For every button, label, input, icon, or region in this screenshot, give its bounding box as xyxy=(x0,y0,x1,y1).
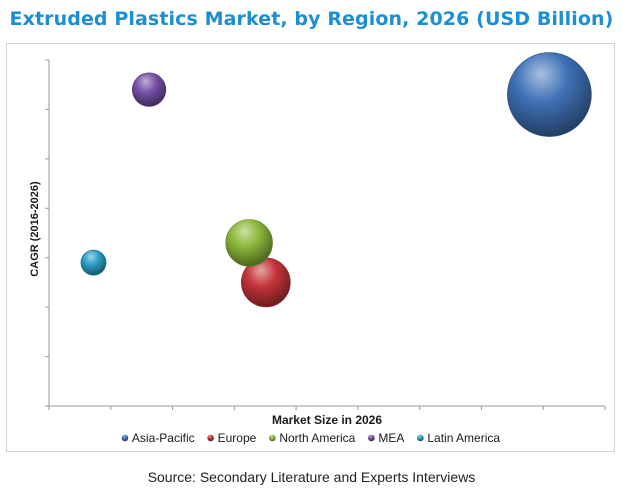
legend-label-mea: MEA xyxy=(378,431,404,445)
legend-marker-europe xyxy=(207,434,214,442)
legend-label-europe: Europe xyxy=(218,431,257,445)
legend-label-north-america: North America xyxy=(279,431,355,445)
bubble-north-america xyxy=(225,219,273,267)
bubble-chart-plot: Market Size in 2026 CAGR (2016-2026) Asi… xyxy=(29,52,606,445)
legend-marker-asia-pacific xyxy=(121,434,129,442)
legend-label-latin-america: Latin America xyxy=(427,431,500,445)
legend-marker-mea xyxy=(368,434,375,442)
legend-marker-north-america xyxy=(269,434,276,442)
axes-group xyxy=(45,59,606,410)
chart-title: Extruded Plastics Market, by Region, 202… xyxy=(9,8,614,30)
legend: Asia-Pacific Europe North America MEA Latin … xyxy=(121,431,500,445)
bubble-mea xyxy=(131,72,167,107)
bubbles-group xyxy=(80,52,592,308)
x-axis-label: Market Size in 2026 xyxy=(272,413,382,427)
legend-marker-latin-america xyxy=(417,434,424,442)
legend-label-asia-pacific: Asia-Pacific xyxy=(132,431,195,445)
bubble-asia-pacific xyxy=(507,52,592,137)
y-axis-label: CAGR (2016-2026) xyxy=(29,181,41,277)
source-note: Source: Secondary Literature and Experts… xyxy=(147,469,476,485)
bubble-latin-america xyxy=(80,249,107,276)
chart-frame xyxy=(6,43,615,452)
